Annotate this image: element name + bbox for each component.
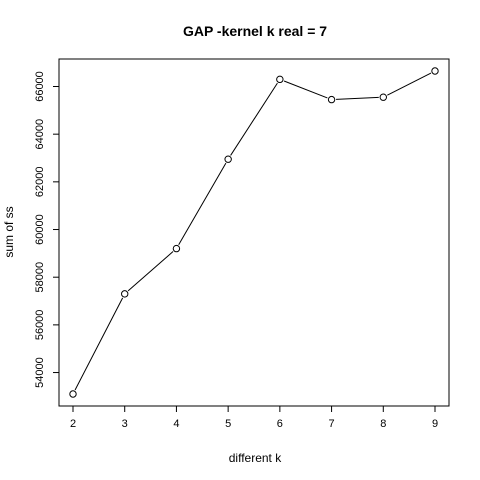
x-axis-label: different k [229, 451, 282, 465]
x-tick-label: 8 [380, 418, 386, 430]
x-tick-label: 7 [329, 418, 335, 430]
series-group [69, 67, 439, 398]
x-tick-label: 5 [225, 418, 231, 430]
y-axis-label: sum of ss [2, 206, 16, 257]
x-tick-label: 4 [173, 418, 179, 430]
series-line [74, 72, 432, 391]
y-tick-label: 64000 [34, 119, 46, 150]
data-point [276, 75, 284, 84]
x-tick-label: 9 [432, 418, 438, 430]
y-tick-label: 62000 [34, 167, 46, 198]
plot-frame [58, 58, 450, 407]
data-point [121, 290, 129, 298]
data-point [327, 95, 336, 104]
data-point [224, 155, 232, 163]
data-point [379, 93, 387, 101]
data-point [69, 390, 77, 398]
y-tick-label: 66000 [34, 71, 46, 102]
y-tick-label: 54000 [34, 357, 46, 388]
y-tick-label: 56000 [34, 310, 46, 341]
data-point [431, 67, 439, 75]
x-tick-label: 6 [277, 418, 283, 430]
data-point [172, 244, 181, 253]
chart-title: GAP -kernel k real = 7 [183, 23, 327, 39]
x-axis: 2 3 4 5 6 7 8 9 [70, 405, 438, 430]
y-axis: 54000 56000 58000 60000 62000 64000 66000 [34, 71, 60, 388]
x-tick-label: 3 [122, 418, 128, 430]
y-tick-label: 58000 [34, 262, 46, 293]
y-tick-label: 60000 [34, 214, 46, 245]
x-tick-label: 2 [70, 418, 76, 430]
